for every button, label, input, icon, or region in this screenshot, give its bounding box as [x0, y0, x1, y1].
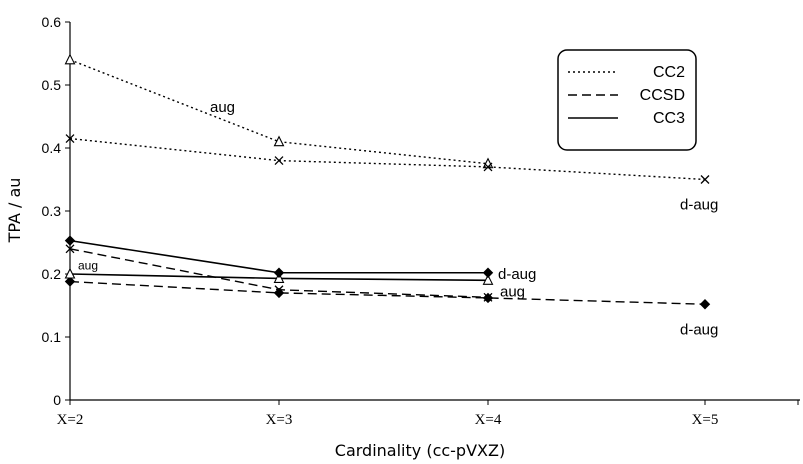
y-tick-label: 0.6 [42, 14, 62, 30]
diamond-marker [64, 235, 76, 246]
series-cc2-aug [64, 53, 494, 169]
x-marker [483, 162, 493, 172]
annotation-label: aug [210, 99, 235, 116]
diamond-marker [273, 287, 285, 299]
series-cc3-aug [64, 267, 494, 285]
x-marker [65, 244, 75, 254]
triangle-marker [482, 274, 494, 285]
x-marker [65, 134, 75, 144]
diamond-marker [64, 276, 76, 287]
y-tick-label: 0.4 [42, 140, 62, 156]
legend-label: CC3 [653, 110, 685, 127]
legend-label: CCSD [640, 87, 685, 104]
series-line [69, 137, 706, 181]
y-tick-label: 0.3 [42, 203, 62, 219]
diamond-marker [273, 267, 285, 278]
series-cc2-d-aug [65, 134, 710, 184]
series-group [64, 53, 711, 310]
diamond-marker [699, 299, 711, 310]
x-marker [274, 156, 284, 166]
series-line [69, 59, 489, 165]
y-tick-label: 0.1 [42, 329, 62, 345]
y-axis-label: TPA / au [5, 178, 24, 244]
series-cc3-d-aug [64, 235, 494, 278]
triangle-marker [64, 267, 76, 279]
x-tick-label: X=5 [692, 412, 719, 428]
y-tick-label: 0.5 [42, 77, 62, 93]
series-line [69, 280, 706, 305]
x-tick-label: X=3 [266, 412, 293, 428]
annotation-label: d-aug [680, 197, 718, 214]
legend-label: CC2 [653, 64, 685, 81]
x-marker [700, 175, 710, 184]
triangle-marker [64, 53, 76, 65]
series-ccsd-d-aug [64, 276, 711, 310]
triangle-marker [273, 135, 285, 147]
legend-box [557, 49, 697, 151]
annotation-label: aug [78, 259, 98, 273]
x-tick-label: X=2 [57, 412, 84, 428]
x-tick-label: X=4 [475, 412, 502, 428]
x-axis-label: Cardinality (cc-pVXZ) [335, 441, 505, 460]
y-ticks: 0 0.1 0.2 0.3 0.4 0.5 0.6 [42, 14, 70, 408]
x-ticks: X=2 X=3 X=4 X=5 [57, 400, 799, 428]
y-tick-label: 0.2 [42, 266, 62, 282]
legend: CC2 CCSD CC3 [557, 49, 697, 151]
annotation-label: d-aug [680, 321, 718, 338]
diamond-marker [482, 267, 494, 278]
annotation-label: d-aug [498, 266, 536, 283]
diamond-marker [482, 292, 494, 304]
y-tick-label: 0 [53, 392, 61, 408]
annotation-label: aug [500, 284, 525, 301]
